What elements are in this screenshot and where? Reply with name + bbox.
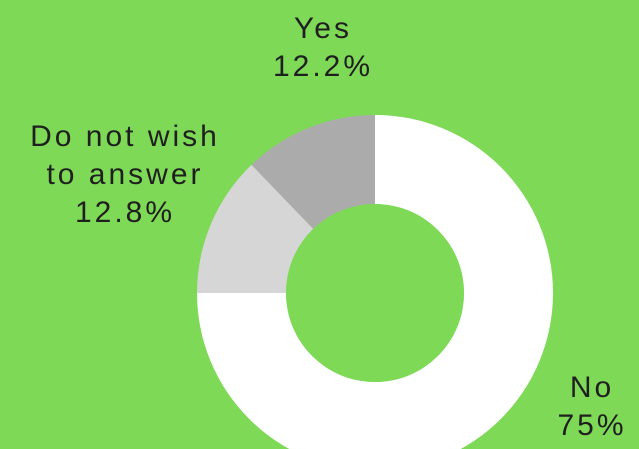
donut-hole <box>286 204 464 382</box>
slice-no <box>197 115 553 449</box>
slice-label-no: No 75% <box>548 369 636 445</box>
slice-label-no-name: No <box>569 371 615 404</box>
slice-label-no-value: 75% <box>557 409 627 442</box>
slice-label-do-not-wish-name-1: Do not wish <box>30 120 220 153</box>
slice-label-do-not-wish: Do not wish to answer 12.8% <box>10 118 240 232</box>
slice-label-do-not-wish-value: 12.8% <box>74 196 176 229</box>
slice-do-not-wish-to-answer <box>197 164 314 293</box>
slice-yes <box>251 114 375 229</box>
slice-label-yes: Yes 12.2% <box>268 10 378 86</box>
slice-label-do-not-wish-name-2: to answer <box>46 158 204 191</box>
slice-label-yes-name: Yes <box>294 12 352 45</box>
slice-label-yes-value: 12.2% <box>272 50 374 83</box>
